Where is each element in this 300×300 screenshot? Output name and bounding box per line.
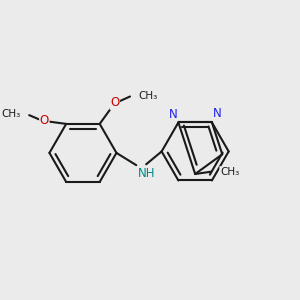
Text: O: O [40,115,49,128]
Text: CH₃: CH₃ [2,109,21,119]
Text: NH: NH [137,167,155,180]
Text: CH₃: CH₃ [138,91,158,100]
Text: N: N [213,107,222,120]
Text: CH₃: CH₃ [220,167,239,177]
Text: O: O [110,96,119,110]
Text: N: N [169,108,177,121]
